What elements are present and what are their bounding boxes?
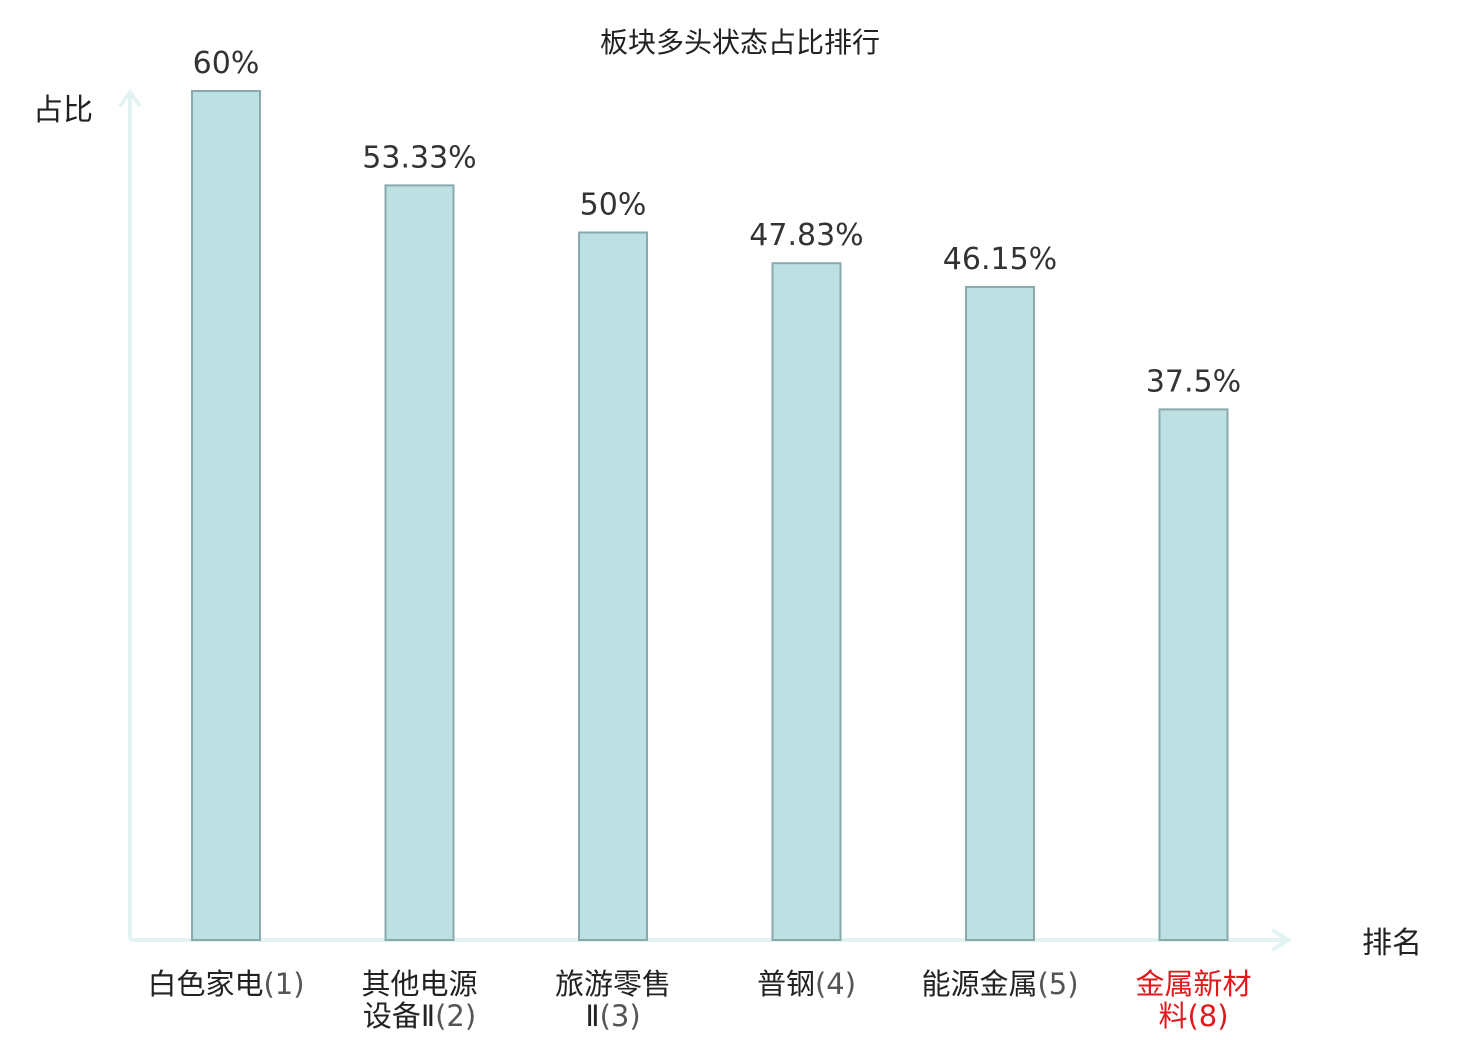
category-rank: (4) [815, 967, 856, 1001]
category-label-line: 其他电源 [361, 967, 477, 1001]
category-label-line: 能源金属 [921, 967, 1037, 1001]
category-rank: (8) [1187, 999, 1228, 1033]
category-label-line: 料 [1158, 999, 1187, 1033]
bar [578, 231, 648, 941]
value-label: 50% [580, 188, 647, 223]
chart-title: 板块多头状态占比排行 [600, 26, 880, 59]
bar [384, 184, 455, 941]
x-axis [130, 928, 1292, 952]
bar [1158, 408, 1229, 941]
category-label: 能源金属(5) [921, 967, 1078, 1001]
bar [965, 285, 1035, 942]
y-axis-label: 占比 [33, 93, 93, 128]
category-label-line: 金属新材 [1135, 967, 1251, 1001]
category-labels: 白色家电(1) 其他电源设备Ⅱ(2) 旅游零售 Ⅱ(3) 普钢(4) 能源金属(5) 金属新… [147, 967, 1251, 1033]
category-label-line: 普钢 [757, 967, 815, 1001]
category-label: 旅游零售 Ⅱ(3) [555, 967, 671, 1033]
category-label-line: 旅游零售 [555, 967, 671, 1001]
category-rank: (3) [600, 999, 641, 1033]
category-label-line: 白色家电 [147, 967, 263, 1001]
category-rank: (5) [1037, 967, 1078, 1001]
y-axis [118, 88, 142, 940]
value-label: 60% [193, 46, 260, 81]
bar [191, 90, 261, 941]
value-label: 37.5% [1146, 364, 1241, 399]
bar [771, 262, 842, 941]
category-label: 白色家电(1) [147, 967, 304, 1001]
value-label: 53.33% [362, 140, 476, 175]
category-label: 普钢(4) [757, 967, 856, 1001]
category-label: 其他电源设备Ⅱ(2) [361, 967, 477, 1033]
value-label: 46.15% [943, 242, 1057, 277]
category-rank: (1) [263, 967, 304, 1001]
x-axis-label: 排名 [1362, 926, 1422, 961]
bar-series [191, 90, 1229, 942]
category-label-line: Ⅱ [585, 999, 599, 1033]
value-label: 47.83% [749, 218, 863, 253]
category-label-line: 设备Ⅱ [363, 999, 435, 1033]
value-labels: 60% 53.33% 50% 47.83% 46.15% 37.5% [193, 46, 1242, 399]
category-label: 金属新材料(8) [1135, 967, 1251, 1033]
category-rank: (2) [435, 999, 476, 1033]
